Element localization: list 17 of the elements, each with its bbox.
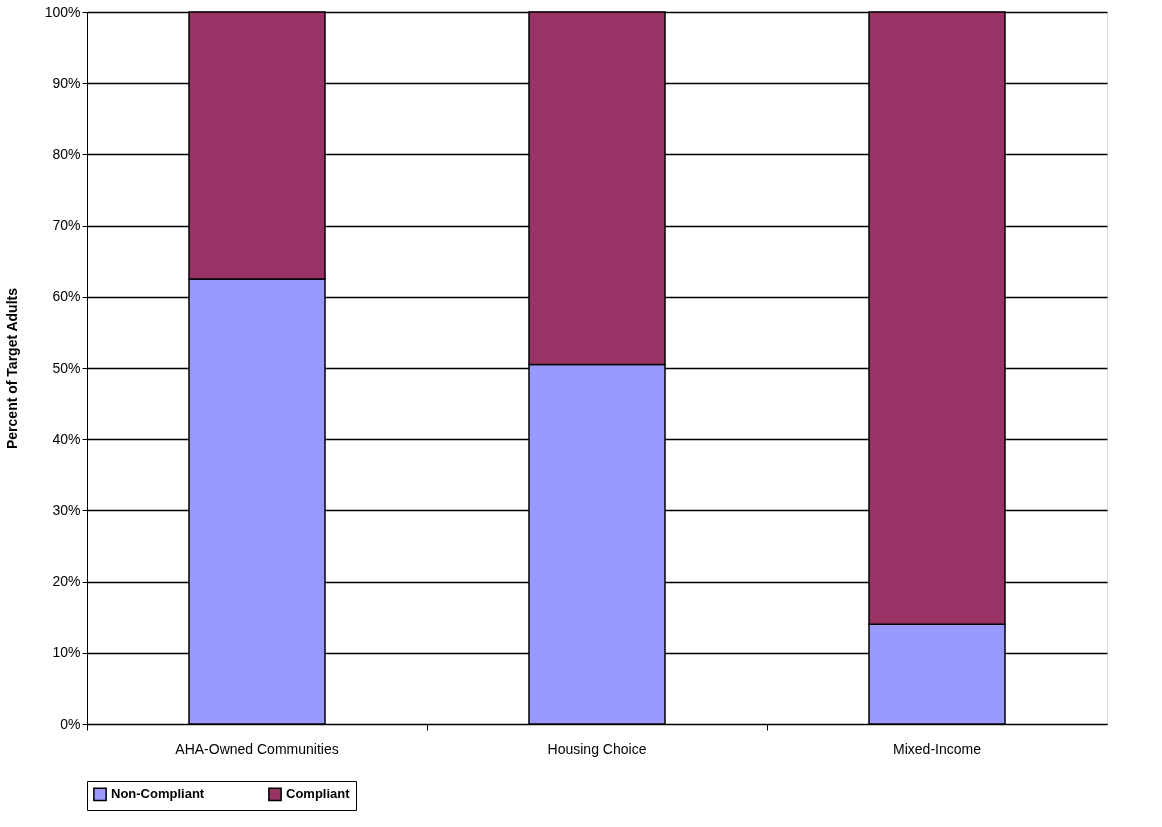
y-tick-label: 80% <box>52 145 81 162</box>
x-tick-label: Housing Choice <box>547 740 647 757</box>
y-tick-label: 30% <box>52 501 81 518</box>
y-tick-label: 100% <box>44 3 81 20</box>
y-tick-label: 90% <box>52 74 81 91</box>
y-tick-label: 10% <box>52 644 81 661</box>
y-axis-title: Percent of Target Adults <box>3 287 20 450</box>
y-tick-label: 0% <box>60 715 81 732</box>
y-tick-label: 70% <box>52 217 81 234</box>
x-tick-label: AHA-Owned Communities <box>175 740 339 757</box>
y-tick-label: 20% <box>52 573 81 590</box>
y-tick-label: 40% <box>52 430 81 447</box>
legend-label: Compliant <box>286 786 351 802</box>
legend-label: Non-Compliant <box>111 786 205 802</box>
y-tick-label: 50% <box>52 359 81 376</box>
x-tick-label: Mixed-Income <box>893 740 982 757</box>
y-tick-label: 60% <box>52 288 81 305</box>
